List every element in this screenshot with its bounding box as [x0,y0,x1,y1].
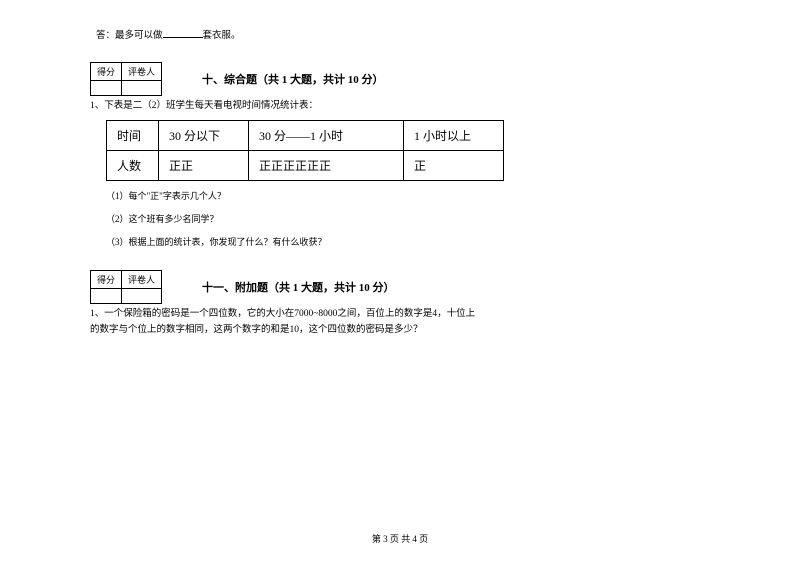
score-table-11: 得分 评卷人 [90,270,162,304]
td-30to1h: 正正正正正正 [249,151,404,181]
q10-intro: 1、下表是二（2）班学生每天看电视时间情况统计表： [90,98,710,114]
section10-header: 得分 评卷人 十、综合题（共 1 大题，共计 10 分） [90,62,710,96]
section11-header: 得分 评卷人 十一、附加题（共 1 大题，共计 10 分） [90,270,710,304]
grader-cell [122,81,162,96]
score-table-10: 得分 评卷人 [90,62,162,96]
th-over1h: 1 小时以上 [404,121,504,151]
section10-title: 十、综合题（共 1 大题，共计 10 分） [202,71,384,87]
q11-line1: 1、一个保险箱的密码是一个四位数，它的大小在7000~8000之间，百位上的数字… [90,306,710,322]
q11-line2: 的数字与个位上的数字相同，这两个数字的和是10，这个四位数的密码是多少？ [90,322,710,338]
th-time: 时间 [107,121,159,151]
td-over1h: 正 [404,151,504,181]
score-cell [91,289,122,304]
tv-time-table: 时间 30 分以下 30 分——1 小时 1 小时以上 人数 正正 正正正正正正… [106,120,504,181]
grader-cell [122,289,162,304]
score-label: 得分 [91,63,122,81]
score-cell [91,81,122,96]
grader-label: 评卷人 [122,63,162,81]
th-under30: 30 分以下 [159,121,249,151]
top-answer-prefix: 答：最多可以做 [96,31,163,41]
top-answer-suffix: 套衣服。 [203,31,241,41]
td-under30: 正正 [159,151,249,181]
th-30to1h: 30 分——1 小时 [249,121,404,151]
score-label: 得分 [91,271,122,289]
section11-title: 十一、附加题（共 1 大题，共计 10 分） [202,279,395,295]
grader-label: 评卷人 [122,271,162,289]
td-count-label: 人数 [107,151,159,181]
page-footer: 第 3 页 共 4 页 [0,532,800,545]
q10-sub2: （2）这个班有多少名同学？ [106,212,710,225]
q10-sub1: （1）每个"正"字表示几个人？ [106,189,710,202]
top-answer-blank [163,28,203,38]
table-row: 人数 正正 正正正正正正 正 [107,151,504,181]
q10-sub3: （3）根据上面的统计表，你发现了什么？有什么收获？ [106,235,710,248]
top-answer-line: 答：最多可以做 套衣服。 [96,28,710,44]
table-row: 时间 30 分以下 30 分——1 小时 1 小时以上 [107,121,504,151]
